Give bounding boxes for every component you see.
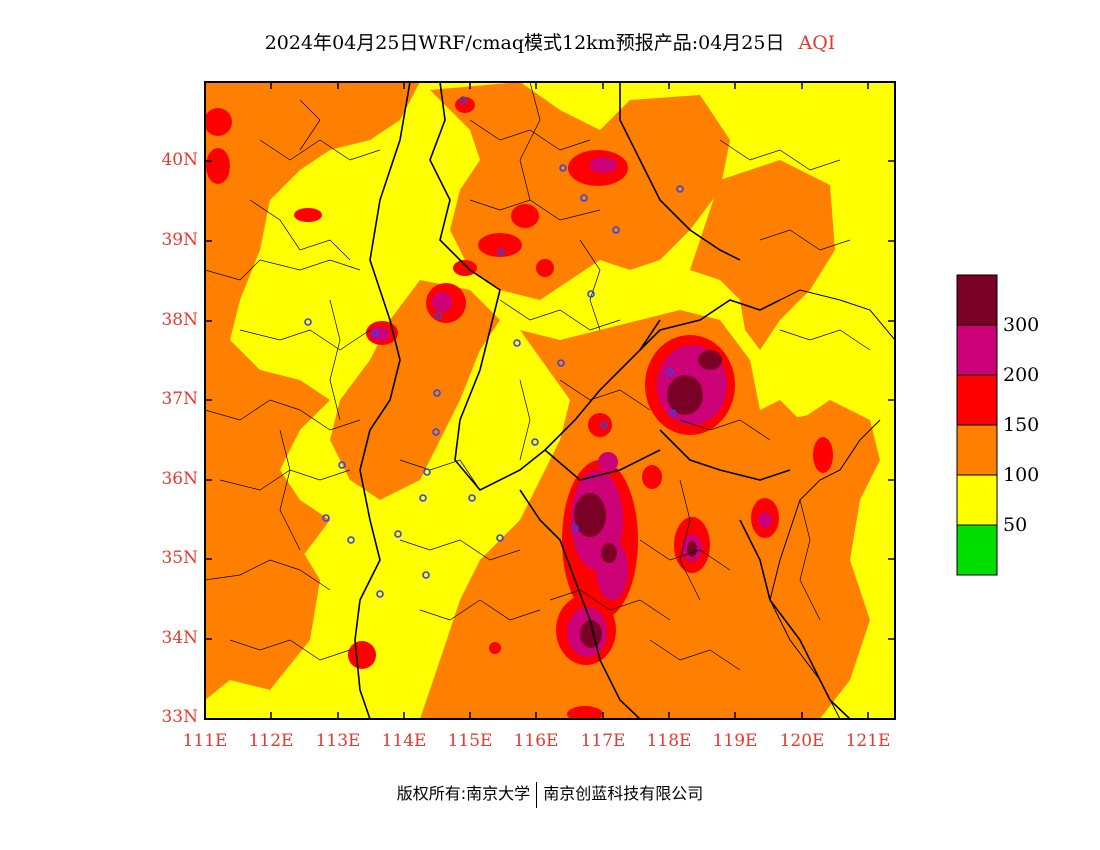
lon-label: 112E (248, 731, 294, 751)
lon-label: 120E (779, 731, 825, 751)
legend-label-200: 200 (1003, 364, 1040, 386)
coastline (769, 289, 895, 719)
copyright-footer: 版权所有:南京大学 南京创蓝科技有限公司 (0, 780, 1100, 808)
legend-swatch-moderate (956, 474, 998, 526)
lat-label: 37N (161, 389, 198, 409)
legend-label-50: 50 (1003, 514, 1028, 536)
lat-label: 36N (161, 469, 198, 489)
footer-separator (536, 781, 538, 808)
lat-label: 39N (161, 230, 198, 250)
lon-label: 121E (845, 731, 891, 751)
legend-label-100: 100 (1003, 464, 1040, 486)
lon-label: 118E (646, 731, 692, 751)
lon-label: 114E (381, 731, 427, 751)
prefecture-boundaries (205, 82, 871, 671)
lon-label: 119E (712, 731, 758, 751)
legend-swatch-usg (956, 424, 998, 476)
province-boundaries (354, 82, 851, 719)
lon-label: 115E (447, 731, 493, 751)
lon-label: 116E (513, 731, 559, 751)
copyright-right: 南京创蓝科技有限公司 (543, 784, 704, 803)
lon-label: 113E (315, 731, 361, 751)
title-text: 2024年04月25日WRF/cmaq模式12km预报产品:04月25日 (264, 32, 785, 54)
city-markers (304, 96, 684, 598)
lon-label: 117E (580, 731, 626, 751)
axis-ticks (205, 82, 895, 719)
map-title: 2024年04月25日WRF/cmaq模式12km预报产品:04月25日 AQI (0, 28, 1100, 55)
copyright-left: 版权所有:南京大学 (396, 784, 531, 803)
variable-label: AQI (798, 32, 836, 54)
legend-swatch-very-unhealthy (956, 324, 998, 376)
legend-label-150: 150 (1003, 414, 1040, 436)
aqi-field (205, 82, 895, 719)
legend-colorbar (956, 274, 998, 576)
aqi-hazardous-regions (574, 350, 722, 648)
lat-label: 34N (161, 628, 198, 648)
lat-label: 40N (161, 150, 198, 170)
legend-swatch-unhealthy (956, 374, 998, 426)
lat-label: 38N (161, 310, 198, 330)
legend-label-300: 300 (1003, 314, 1040, 336)
lat-label: 35N (161, 548, 198, 568)
lon-label: 111E (182, 731, 228, 751)
lat-label: 33N (161, 707, 198, 727)
legend-swatch-good (956, 524, 998, 576)
legend-swatch-hazardous (956, 274, 998, 326)
